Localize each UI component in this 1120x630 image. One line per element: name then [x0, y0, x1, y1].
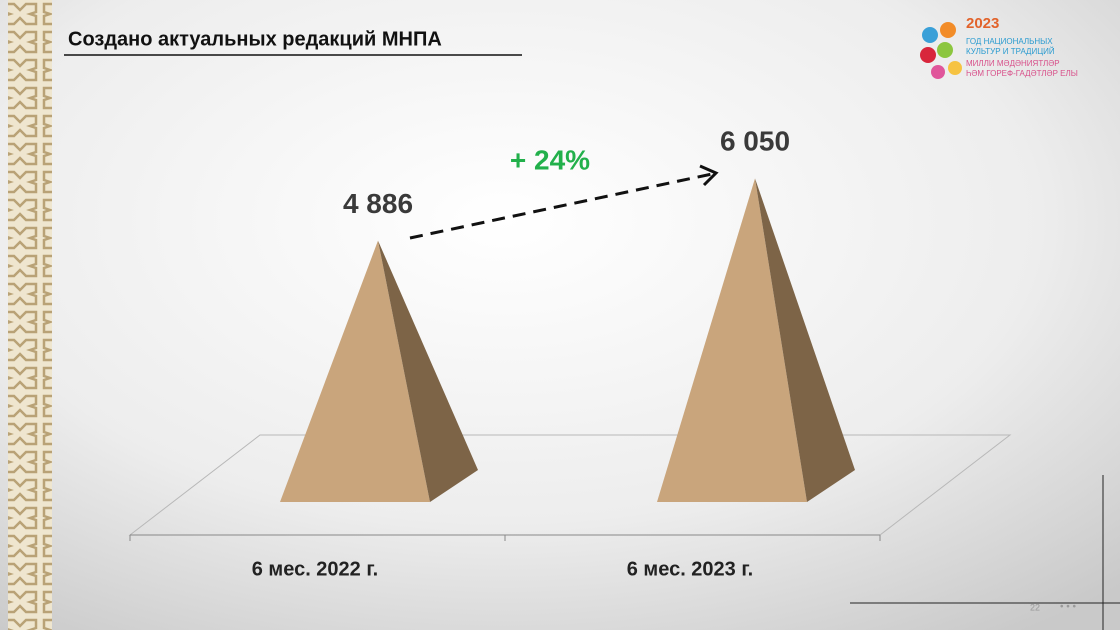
value-label: 4 886: [343, 188, 413, 219]
page-number: 22: [1030, 602, 1040, 612]
chart-title: Создано актуальных редакций МНПА: [68, 28, 442, 50]
slide: Создано актуальных редакций МНПА 2023 ГО…: [0, 0, 1120, 630]
dots: • • •: [1060, 602, 1077, 613]
ornament-border: [8, 0, 52, 630]
logo-line: МИЛЛИ МӘДӘНИЯТЛӘР: [966, 59, 1060, 68]
logo-year: 2023: [966, 15, 999, 32]
growth-annotation: + 24%: [510, 144, 590, 175]
logo-line: ҺӘМ ГОРЕФ-ГАДӘТЛӘР ЕЛЫ: [966, 69, 1078, 78]
value-label: 6 050: [720, 126, 790, 157]
logo-line: КУЛЬТУР И ТРАДИЦИЙ: [966, 47, 1055, 56]
x-tick-label: 6 мес. 2023 г.: [627, 558, 754, 580]
x-tick-label: 6 мес. 2022 г.: [252, 558, 379, 580]
logo-line: ГОД НАЦИОНАЛЬНЫХ: [966, 37, 1053, 46]
